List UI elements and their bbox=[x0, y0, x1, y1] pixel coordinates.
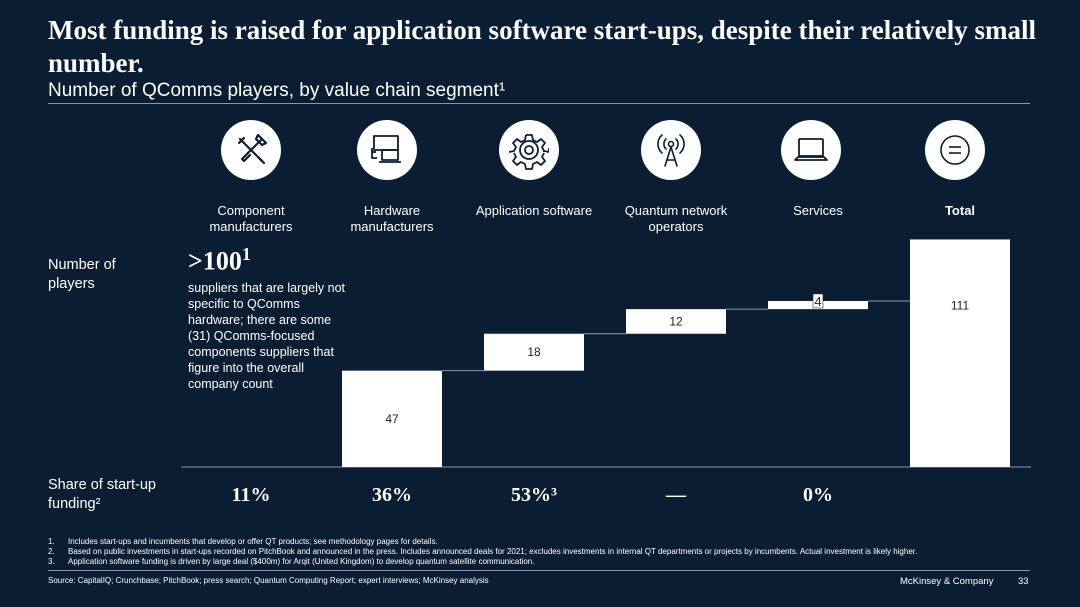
funding-row-label: Share of start-up funding² bbox=[48, 477, 156, 512]
waterfall-bar bbox=[484, 333, 584, 371]
brand-name: McKinsey & Company bbox=[900, 576, 994, 587]
waterfall-value-label: 111 bbox=[951, 298, 970, 312]
segment-icon-hardware bbox=[357, 120, 417, 180]
funding-share-software: 53%³ bbox=[511, 484, 557, 506]
devices-icon bbox=[371, 135, 401, 163]
equals-icon bbox=[940, 135, 970, 165]
gear-icon bbox=[509, 134, 549, 170]
segment-label-software: Application software bbox=[475, 203, 593, 218]
waterfall-value-label: 18 bbox=[527, 345, 541, 359]
component-note: suppliers that are largely not specific … bbox=[188, 281, 346, 391]
footnote-1: 1. Includes start-ups and incumbents that… bbox=[48, 537, 438, 546]
tools-icon bbox=[237, 133, 268, 165]
players-row-label: Number of players bbox=[48, 257, 116, 292]
waterfall-value-label: 12 bbox=[669, 314, 683, 328]
waterfall-value-label: 47 bbox=[385, 412, 399, 426]
segment-icon-component bbox=[221, 120, 281, 180]
antenna-icon bbox=[657, 134, 685, 167]
component-count: >1001 bbox=[188, 244, 251, 277]
funding-share-services: 0% bbox=[803, 484, 833, 506]
segment-label-component: Component manufacturers bbox=[209, 203, 293, 234]
footnote-3: 3. Application software funding is driven… bbox=[48, 557, 535, 566]
segment-label-hardware: Hardware manufacturers bbox=[350, 203, 434, 234]
component-count-footnote: 1 bbox=[241, 244, 251, 264]
waterfall-value-label: 4 bbox=[814, 294, 821, 309]
waterfall-bar bbox=[626, 309, 726, 334]
funding-share-network: — bbox=[666, 484, 686, 506]
segment-icon-total bbox=[925, 120, 985, 180]
header-divider bbox=[48, 103, 1030, 104]
page-title: Most funding is raised for application s… bbox=[48, 15, 1036, 78]
segment-label-services: Services bbox=[793, 203, 843, 218]
laptop-icon bbox=[794, 138, 828, 161]
segment-icon-services bbox=[781, 120, 841, 180]
waterfall-bar bbox=[342, 370, 442, 467]
page-subtitle: Number of QComms players, by value chain… bbox=[48, 80, 506, 101]
component-count-value: >100 bbox=[188, 246, 242, 276]
segment-label-total: Total bbox=[944, 203, 976, 218]
footer-divider bbox=[48, 570, 1030, 571]
source-note: Source: CapitalIQ; Crunchbase; PitchBook… bbox=[48, 576, 489, 585]
footnotes: 1. Includes start-ups and incumbents that… bbox=[48, 537, 917, 567]
funding-share-component: 11% bbox=[231, 484, 271, 506]
waterfall-label-box bbox=[812, 293, 824, 309]
segment-label-network: Quantum network operators bbox=[624, 203, 728, 234]
segment-icon-network bbox=[641, 120, 701, 180]
footnote-2: 2. Based on public investments in start-u… bbox=[48, 547, 918, 556]
funding-share-hardware: 36% bbox=[372, 484, 412, 506]
waterfall-bar bbox=[910, 239, 1010, 467]
page-number: 33 bbox=[1018, 576, 1029, 587]
segment-icon-software bbox=[499, 120, 559, 180]
